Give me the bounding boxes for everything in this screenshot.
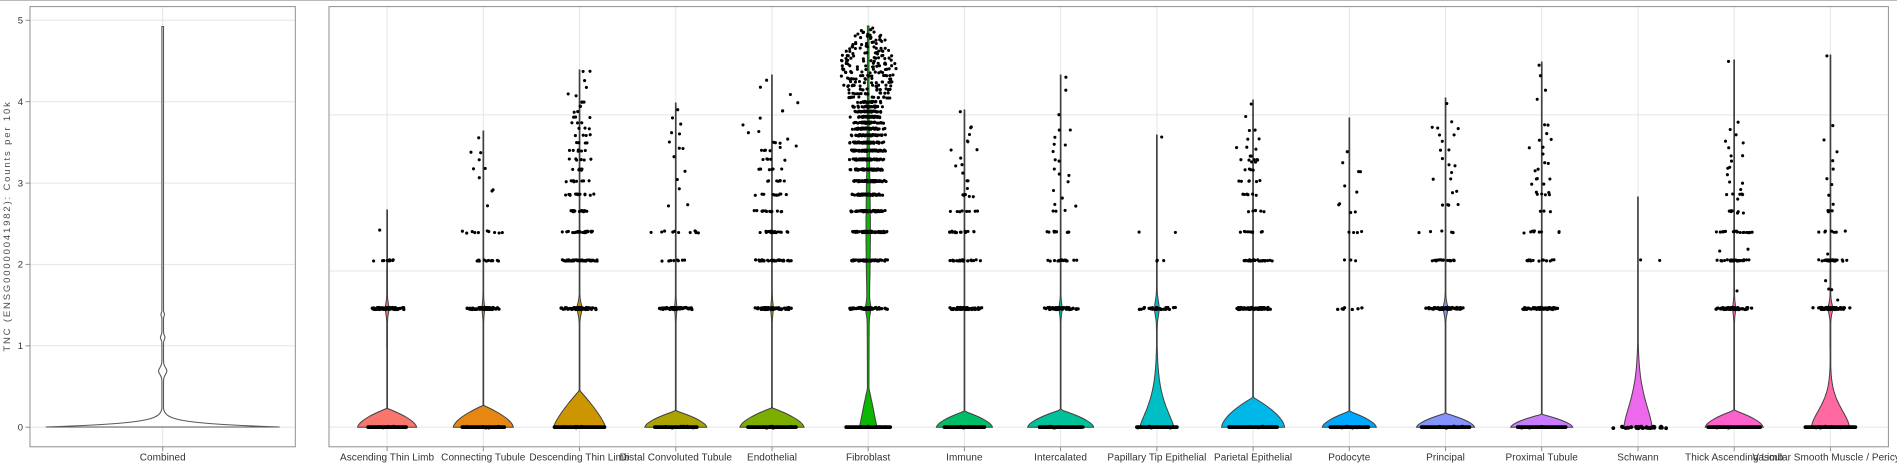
svg-text:Thick Ascending Limb: Thick Ascending Limb [1685,453,1784,464]
svg-text:Intercalated: Intercalated [1034,453,1087,464]
svg-text:5: 5 [18,16,23,27]
svg-text:Parietal Epithelial: Parietal Epithelial [1214,453,1292,464]
svg-text:Immune: Immune [946,453,983,464]
svg-text:Descending Thin Limb: Descending Thin Limb [529,453,630,464]
svg-text:Combined: Combined [140,453,186,464]
svg-text:2: 2 [18,260,23,271]
svg-text:Proximal Tubule: Proximal Tubule [1505,453,1578,464]
svg-text:Fibroblast: Fibroblast [846,453,891,464]
svg-text:3: 3 [18,178,23,189]
svg-text:TNC (ENSG00000041982): Counts: TNC (ENSG00000041982): Counts per 10k [2,100,13,351]
svg-text:Principal: Principal [1426,453,1465,464]
svg-text:Distal Convoluted Tubule: Distal Convoluted Tubule [620,453,733,464]
svg-text:Podocyte: Podocyte [1328,453,1370,464]
svg-text:1: 1 [18,341,23,352]
svg-text:Endothelial: Endothelial [747,453,797,464]
svg-text:Papillary Tip Epithelial: Papillary Tip Epithelial [1107,453,1206,464]
svg-text:Vascular Smooth Muscle / Peric: Vascular Smooth Muscle / Pericyte [1752,453,1897,464]
svg-text:Schwann: Schwann [1617,453,1659,464]
svg-text:Connecting Tubule: Connecting Tubule [441,453,526,464]
svg-text:4: 4 [18,97,23,108]
svg-text:Ascending Thin Limb: Ascending Thin Limb [340,453,435,464]
svg-text:0: 0 [18,422,23,433]
